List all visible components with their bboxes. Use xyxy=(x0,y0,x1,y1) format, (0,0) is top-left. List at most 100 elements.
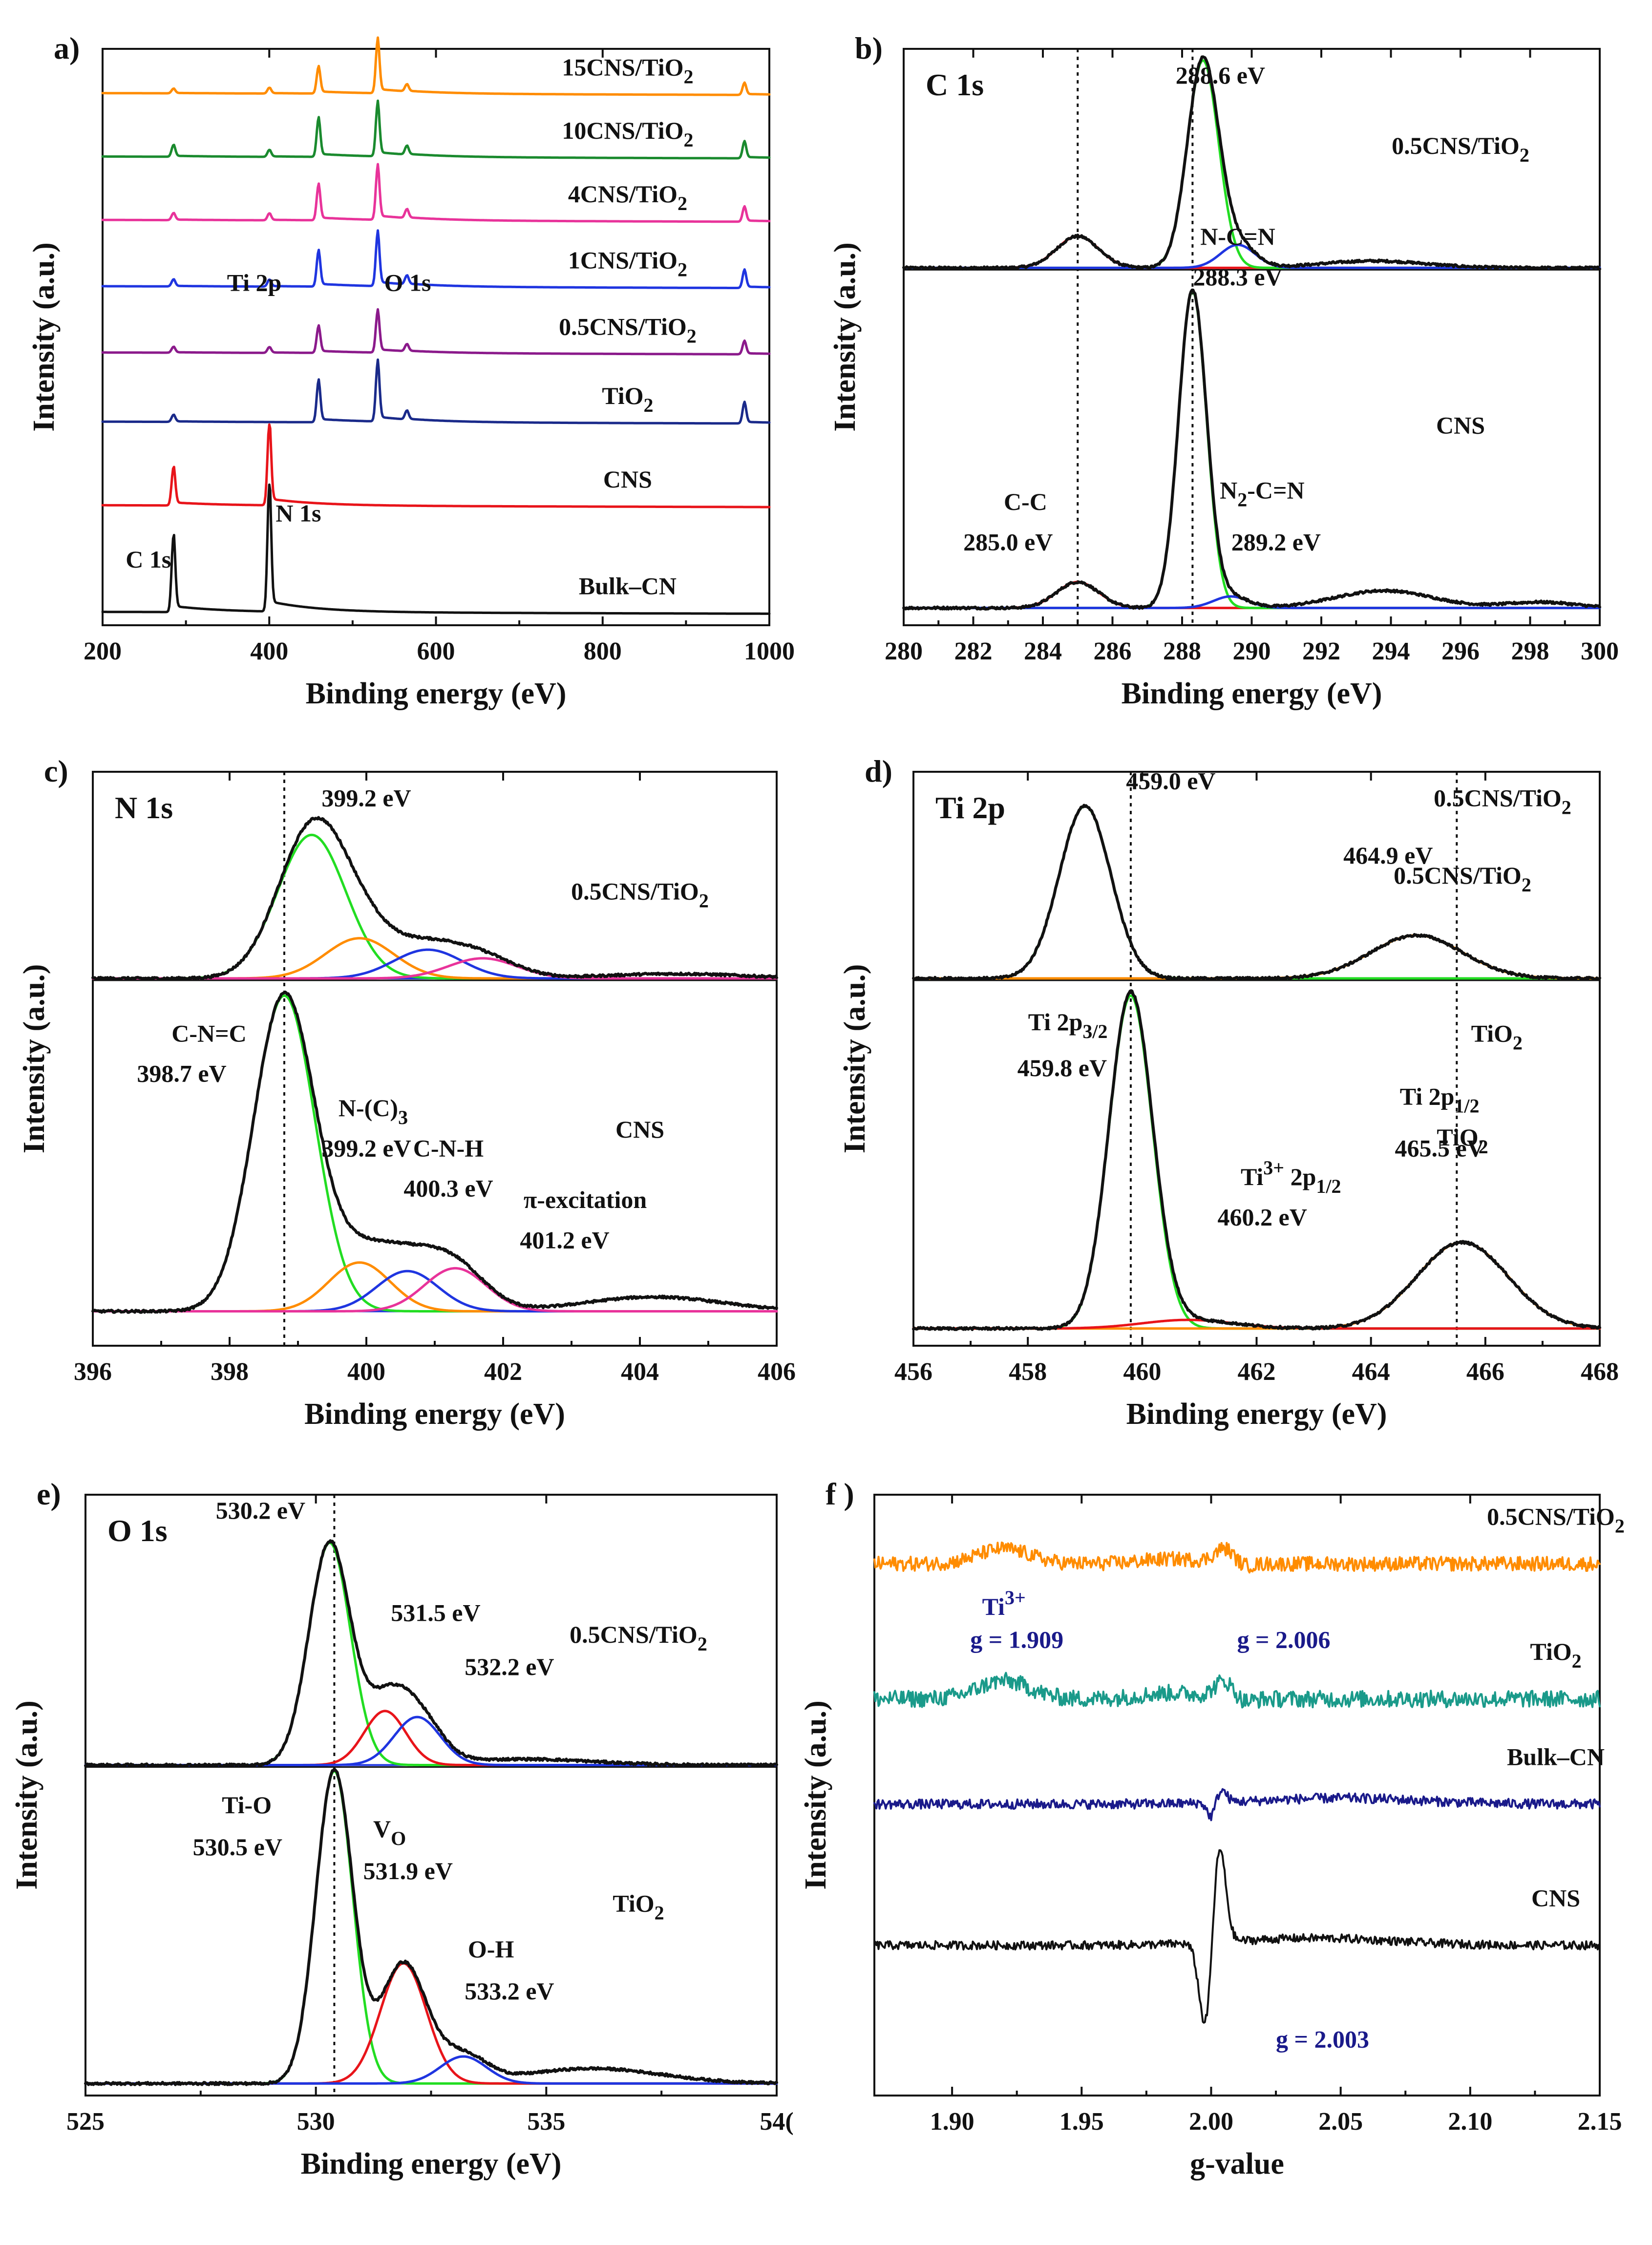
sample-label-0-5cns-tio2: 0.5CNS/TiO2 xyxy=(571,877,709,911)
plot-frame xyxy=(873,1494,1601,2097)
x-tick-label: 460 xyxy=(1123,1358,1161,1386)
x-tick-label: 404 xyxy=(621,1358,659,1386)
fit-component xyxy=(84,1716,778,1766)
x-tick-label: 290 xyxy=(1233,637,1271,665)
annotation: g = 2.006 xyxy=(1237,1626,1330,1653)
envelope-cns xyxy=(902,288,1601,611)
x-tick-label: 294 xyxy=(1372,637,1410,665)
series-label-bulk-cn: Bulk–CN xyxy=(1507,1743,1605,1770)
annotation: TiO2 xyxy=(1471,1019,1523,1054)
x-tick-label: 282 xyxy=(954,637,993,665)
annotation: 459.8 eV xyxy=(1017,1054,1107,1081)
fit-component xyxy=(84,1962,778,2085)
x-tick-label: 400 xyxy=(347,1358,385,1386)
annotation: 465.5 eV xyxy=(1395,1134,1484,1162)
envelope-0-5cns-tio2 xyxy=(84,1539,778,1768)
envelope-cns xyxy=(91,991,778,1314)
series-0-5cns-tio2 xyxy=(101,308,771,356)
annotation: Ti 2p1/2 xyxy=(1400,1083,1480,1117)
annotation: Ti-O xyxy=(222,1791,272,1819)
y-axis-label: Intensity (a.u.) xyxy=(838,964,871,1154)
annotation: O-H xyxy=(468,1935,514,1963)
x-tick-label: 284 xyxy=(1024,637,1062,665)
panel-f: f ) 1.90 1.95 2.00 2.05 2.10 2.15 g-value Intens… xyxy=(799,1477,1625,2181)
x-tick-label: 292 xyxy=(1302,637,1340,665)
series-label-0-5cns-tio2: 0.5CNS/TiO2 xyxy=(1487,1503,1625,1537)
annotation: 401.2 eV xyxy=(520,1226,609,1253)
annotation: Ti 2p3/2 xyxy=(1028,1008,1108,1042)
x-tick-label: 288 xyxy=(1163,637,1201,665)
fit-component xyxy=(912,1241,1601,1330)
annotation: C-C xyxy=(1004,488,1047,515)
x-tick-label: 396 xyxy=(74,1358,112,1386)
annotation: 288.6 eV xyxy=(1176,62,1265,89)
series-label-0-5cns-tio2: 0.5CNS/TiO2 xyxy=(559,313,697,347)
x-tick-label: 466 xyxy=(1466,1358,1504,1386)
annotation: N2-C=N xyxy=(1220,476,1304,510)
y-axis-label: Intensity (a.u.) xyxy=(828,242,862,432)
envelope-0-5cns-tio2 xyxy=(902,55,1601,271)
envelope-0-5cns-tio2 xyxy=(91,816,778,981)
fit-component xyxy=(91,1267,778,1313)
panel-title: N 1s xyxy=(115,790,173,825)
series-1cns-tio2 xyxy=(101,229,771,289)
x-tick-label: 400 xyxy=(250,637,288,665)
sample-label-tio2: TiO2 xyxy=(1437,1123,1488,1158)
x-tick-label: 2.10 xyxy=(1448,2108,1492,2136)
x-tick-label: 1000 xyxy=(744,637,795,665)
panel-c: c) N 1s 396 398 400 402 404 406 Binding energy (… xyxy=(18,754,796,1431)
sample-label-0-5cns-tio2: 0.5CNS/TiO2 xyxy=(1394,862,1531,896)
fit-component xyxy=(91,937,778,980)
plot-frame xyxy=(92,771,778,1347)
fit-component xyxy=(84,2055,778,2085)
sample-label-0-5cns-tio2: 0.5CNS/TiO2 xyxy=(1392,132,1529,166)
x-axis-label: Binding energy (eV) xyxy=(1126,1398,1387,1431)
annotation: VO xyxy=(373,1815,406,1849)
series-bulk-cn xyxy=(873,1788,1601,1821)
series-label-tio2: TiO2 xyxy=(602,382,653,416)
x-tick-label: 296 xyxy=(1441,637,1480,665)
annotation: g = 1.909 xyxy=(970,1626,1063,1653)
annotation: 459.0 eV xyxy=(1126,767,1215,794)
annotation: 400.3 eV xyxy=(403,1175,493,1202)
panel-title: Ti 2p xyxy=(935,790,1005,825)
panel-label: d) xyxy=(865,754,892,788)
annotation: 0.5CNS/TiO2 xyxy=(1434,784,1571,819)
annotation: 398.7 eV xyxy=(137,1060,226,1087)
annotation: 530.2 eV xyxy=(216,1497,305,1524)
panel-d: d) Ti 2p 456 458 460 462 464 466 468 Binding ener… xyxy=(838,754,1619,1431)
x-tick-label: 298 xyxy=(1511,637,1549,665)
series-label-15cns-tio2: 15CNS/TiO2 xyxy=(562,53,693,87)
annotation: C-N-H xyxy=(413,1134,484,1162)
x-tick-label: 1.90 xyxy=(930,2108,974,2136)
peak-label: Ti 2p xyxy=(227,269,282,297)
x-tick-label: 2.05 xyxy=(1318,2108,1363,2136)
panel-label: e) xyxy=(37,1477,61,1511)
annotation: N-C=N xyxy=(1200,223,1275,250)
x-tick-label: 468 xyxy=(1581,1358,1619,1386)
panel-label: a) xyxy=(54,31,80,65)
x-tick-label: 530 xyxy=(297,2108,335,2136)
annotation: N-(C)3 xyxy=(339,1094,408,1128)
peak-label: O 1s xyxy=(384,269,431,297)
x-tick-label: 280 xyxy=(885,637,923,665)
y-axis-label: Intensity (a.u.) xyxy=(27,242,61,432)
panel-label: f ) xyxy=(826,1477,854,1511)
x-tick-label: 200 xyxy=(84,637,122,665)
series-label-cns: CNS xyxy=(1531,1885,1580,1912)
fit-component xyxy=(91,833,778,980)
panel-a: a) 200 400 600 800 1000 Binding energy (eV) Int… xyxy=(27,31,795,710)
annotation: 399.2 eV xyxy=(321,1134,411,1162)
sample-label-cns: CNS xyxy=(1436,412,1485,439)
fit-component xyxy=(84,1542,778,1766)
series-label-4cns-tio2: 4CNS/TiO2 xyxy=(568,180,687,214)
x-tick-label: 462 xyxy=(1238,1358,1276,1386)
x-tick-label: 600 xyxy=(417,637,455,665)
panel-title: C 1s xyxy=(926,67,984,102)
fit-component xyxy=(84,1770,778,2085)
annotation: π-excitation xyxy=(524,1186,647,1213)
series-label-cns: CNS xyxy=(603,466,652,493)
x-axis-label: Binding energy (eV) xyxy=(304,1398,565,1431)
series-15cns-tio2 xyxy=(101,36,771,96)
panel-b: b) C 1s 280 282 284 286 288 290 292 294 296 298 300 B… xyxy=(828,31,1619,710)
